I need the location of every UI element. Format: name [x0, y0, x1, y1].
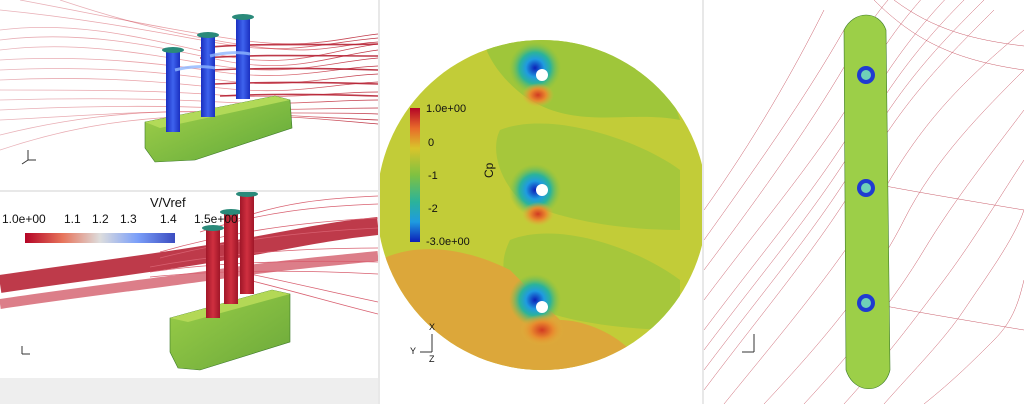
panel-footer-strip: [0, 378, 378, 404]
panel-divider: [0, 190, 378, 192]
cp-disc: [380, 40, 702, 370]
cp-tick-label: -2: [428, 203, 438, 215]
streamlines-bottom: [0, 195, 378, 315]
velocity-tick-label: 1.3: [120, 212, 137, 226]
cp-contour-render: [380, 40, 702, 370]
cp-tick-label: -1: [428, 170, 438, 182]
streamlines-top-dense: [199, 43, 378, 97]
velocity-tick-label: 1.5e+00: [194, 212, 238, 226]
velocity-colorbar: [25, 233, 175, 243]
axes-triad-center: [420, 334, 433, 353]
axis-y-label: Y: [410, 346, 417, 356]
rotor-cross-sections: [536, 69, 548, 313]
velocity-tick-label: 1.4: [160, 212, 177, 226]
cp-legend-title: Cp: [482, 162, 496, 178]
ship-hull-topdown: [843, 14, 891, 390]
streamline-render-right: [704, 0, 1024, 404]
axis-z-label: Z: [429, 354, 435, 364]
panel-divider: [378, 0, 380, 404]
ship-hull-top: [144, 95, 293, 163]
cp-tick-label: -3.0e+00: [426, 236, 470, 248]
velocity-legend-title: V/Vref: [150, 195, 186, 210]
streamline-3d-view-top: [0, 0, 378, 192]
cp-tick-label: 0: [428, 137, 435, 149]
cp-colorbar: [410, 108, 420, 242]
cp-tick-label: 1.0e+00: [426, 103, 467, 115]
streamline-render-bottom: [0, 192, 378, 371]
cp-contour-view: 1.0e+00 0 -1 -2 -3.0e+00 Cp X Y Z: [380, 0, 702, 404]
streamline-3d-view-bottom: V/Vref 1.0e+00 1.1 1.2 1.3 1.4 1.5e+00: [0, 192, 378, 404]
flettner-rotors-bottom: [202, 192, 258, 318]
velocity-tick-label: 1.2: [92, 212, 109, 226]
axis-x-label: X: [429, 322, 436, 332]
velocity-tick-label: 1.1: [64, 212, 81, 226]
axes-triad-top-left: [21, 150, 36, 165]
streamline-render-top: [0, 0, 378, 165]
panel-divider: [702, 0, 704, 404]
flettner-rotors-top: [162, 14, 254, 132]
axes-triad-bottom-left: [21, 346, 30, 355]
axes-triad-right: [742, 334, 755, 353]
rotor-tops-right: [857, 66, 875, 312]
velocity-tick-label: 1.0e+00: [2, 212, 46, 226]
streamline-top-down-view: [704, 0, 1024, 404]
